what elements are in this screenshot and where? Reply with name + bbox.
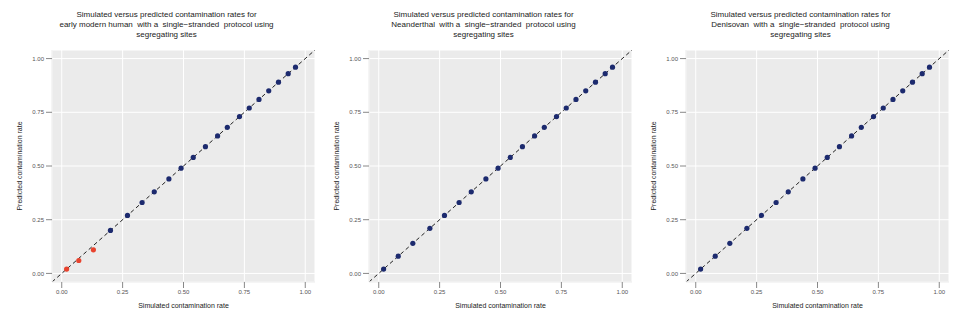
svg-text:1.00: 1.00 (666, 56, 678, 62)
svg-text:0.50: 0.50 (349, 163, 361, 169)
svg-text:0.00: 0.00 (373, 289, 385, 295)
svg-text:0.50: 0.50 (812, 289, 824, 295)
svg-text:0.75: 0.75 (32, 109, 44, 115)
html-text:Simulated versus predicted con: Simulated versus predicted contamination… (76, 10, 257, 19)
html-text:early modern human with a sing: early modern human with a single−strande… (59, 20, 274, 29)
html-text:segregating sites: segregating sites (136, 30, 197, 39)
svg-text:0.75: 0.75 (666, 109, 678, 115)
html-text:Simulated versus predicted con: Simulated versus predicted contamination… (393, 10, 574, 19)
svg-text:0.75: 0.75 (556, 289, 568, 295)
svg-text:0.00: 0.00 (690, 289, 702, 295)
svg-text:0.25: 0.25 (666, 217, 678, 223)
svg-text:Predicted contamination rate: Predicted contamination rate (333, 121, 340, 210)
svg-text:1.00: 1.00 (616, 289, 628, 295)
html-text:Denisovan with a single−strand: Denisovan with a single−stranded protoco… (711, 20, 890, 29)
svg-text:0.25: 0.25 (117, 289, 129, 295)
svg-text:Predicted contamination rate: Predicted contamination rate (650, 121, 657, 210)
svg-text:0.00: 0.00 (666, 271, 678, 277)
svg-text:0.75: 0.75 (239, 289, 251, 295)
svg-text:0.50: 0.50 (495, 289, 507, 295)
svg-text:1.00: 1.00 (933, 289, 945, 295)
svg-text:0.25: 0.25 (434, 289, 446, 295)
svg-text:0.50: 0.50 (32, 163, 44, 169)
svg-text:Simulated contamination rate: Simulated contamination rate (772, 302, 863, 309)
svg-text:0.25: 0.25 (751, 289, 763, 295)
html-text:segregating sites: segregating sites (770, 30, 831, 39)
svg-text:0.25: 0.25 (32, 217, 44, 223)
svg-text:0.75: 0.75 (349, 109, 361, 115)
svg-text:Simulated contamination rate: Simulated contamination rate (138, 302, 229, 309)
svg-text:0.50: 0.50 (666, 163, 678, 169)
svg-text:1.00: 1.00 (299, 289, 311, 295)
svg-text:0.00: 0.00 (32, 271, 44, 277)
svg-text:1.00: 1.00 (349, 56, 361, 62)
svg-text:0.00: 0.00 (56, 289, 68, 295)
svg-text:0.25: 0.25 (349, 217, 361, 223)
svg-text:Predicted contamination rate: Predicted contamination rate (16, 121, 23, 210)
svg-text:0.75: 0.75 (873, 289, 885, 295)
svg-text:Simulated contamination rate: Simulated contamination rate (455, 302, 546, 309)
html-text:Neanderthal with a single−stra: Neanderthal with a single−stranded proto… (391, 20, 576, 29)
svg-text:0.50: 0.50 (178, 289, 190, 295)
html-text:Simulated versus predicted con: Simulated versus predicted contamination… (710, 10, 891, 19)
svg-text:1.00: 1.00 (32, 56, 44, 62)
html-text:segregating sites: segregating sites (453, 30, 514, 39)
svg-text:0.00: 0.00 (349, 271, 361, 277)
